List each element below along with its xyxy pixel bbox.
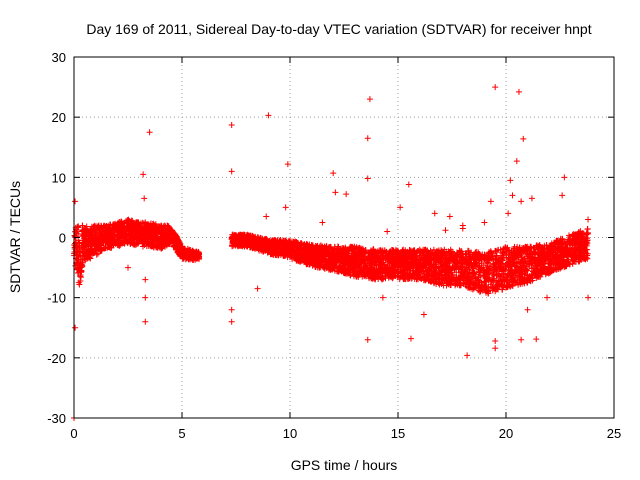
data-point — [85, 239, 92, 246]
data-point — [71, 244, 78, 251]
data-point — [140, 220, 147, 227]
data-point — [180, 250, 187, 257]
data-point — [79, 259, 86, 266]
data-point — [93, 247, 100, 254]
data-point — [129, 223, 136, 230]
data-point — [82, 236, 89, 243]
data-point — [170, 231, 177, 238]
data-point — [94, 250, 101, 257]
data-point — [87, 255, 94, 262]
data-point — [151, 227, 158, 234]
data-point — [93, 241, 100, 248]
data-point — [162, 223, 169, 230]
data-point — [117, 221, 124, 228]
data-point — [120, 224, 127, 231]
data-point — [94, 235, 101, 242]
data-point — [86, 254, 93, 261]
data-point — [143, 243, 150, 250]
data-point — [104, 231, 111, 238]
data-point — [133, 219, 140, 226]
data-point — [165, 240, 172, 247]
data-point — [95, 226, 102, 233]
data-point — [196, 254, 203, 261]
data-point — [168, 237, 175, 244]
data-point — [430, 246, 437, 253]
data-point — [106, 226, 113, 233]
chart-title: Day 169 of 2011, Sidereal Day-to-day VTE… — [86, 21, 591, 37]
data-point — [161, 222, 168, 229]
data-point — [139, 240, 146, 247]
data-point — [145, 223, 152, 230]
data-point — [77, 278, 84, 285]
data-point — [126, 218, 133, 225]
data-point — [148, 241, 155, 248]
data-point — [173, 241, 180, 248]
data-point — [131, 229, 138, 236]
data-point — [118, 218, 125, 225]
data-point — [150, 235, 157, 242]
data-point — [113, 238, 120, 245]
data-point — [187, 247, 194, 254]
data-point — [133, 240, 140, 247]
data-point — [160, 241, 167, 248]
data-point — [77, 271, 84, 278]
data-point — [81, 242, 88, 249]
data-point — [118, 230, 125, 237]
data-point — [73, 266, 80, 273]
data-point — [108, 242, 115, 249]
data-point — [139, 233, 146, 240]
data-point — [161, 236, 168, 243]
data-point — [87, 246, 94, 253]
data-point — [84, 227, 91, 234]
grid-lines — [74, 57, 614, 418]
data-point — [121, 225, 128, 232]
data-point — [195, 251, 202, 258]
data-point — [156, 228, 163, 235]
data-point — [476, 269, 483, 276]
data-point — [186, 247, 193, 254]
data-point — [123, 237, 130, 244]
data-point — [98, 222, 105, 229]
data-point — [87, 238, 94, 245]
data-point — [78, 261, 85, 268]
data-point — [192, 253, 199, 260]
data-point — [131, 242, 138, 249]
data-point — [114, 232, 121, 239]
data-point — [97, 246, 104, 253]
data-point — [76, 239, 83, 246]
data-point — [160, 242, 167, 249]
data-point — [74, 223, 81, 230]
data-point — [147, 232, 154, 239]
data-point — [188, 255, 195, 262]
data-point — [89, 229, 96, 236]
data-point — [75, 253, 82, 260]
data-point — [156, 236, 163, 243]
data-point — [584, 225, 591, 232]
data-point — [174, 238, 181, 245]
data-point — [90, 223, 97, 230]
data-point — [137, 223, 144, 230]
data-point — [160, 232, 167, 239]
data-point — [78, 268, 85, 275]
data-point — [176, 251, 183, 258]
data-point — [75, 279, 82, 286]
data-point — [90, 237, 97, 244]
data-point — [133, 224, 140, 231]
data-point — [134, 236, 141, 243]
data-point — [81, 256, 88, 263]
data-point — [119, 230, 126, 237]
data-point — [154, 223, 161, 230]
data-point — [72, 233, 79, 240]
data-point — [78, 233, 85, 240]
data-point — [76, 247, 83, 254]
data-point — [102, 223, 109, 230]
data-points — [71, 84, 592, 421]
data-point — [101, 245, 108, 252]
